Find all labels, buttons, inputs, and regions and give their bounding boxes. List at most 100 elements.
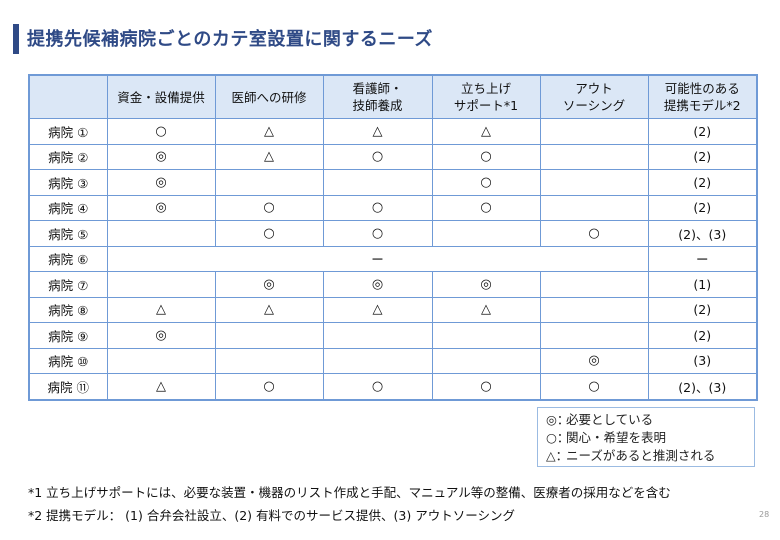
partnership-model-cell: (2) <box>647 143 758 170</box>
partnership-model-cell: (2) <box>647 118 758 145</box>
need-level-cell: ◎ <box>106 143 216 170</box>
need-level-cell <box>106 220 216 247</box>
hospital-name-cell: 病院 ④ <box>28 194 108 221</box>
need-level-cell: ○ <box>322 220 433 247</box>
legend-symbol: ◎： <box>546 412 570 427</box>
need-level-cell <box>431 322 541 349</box>
legend-symbol: ○： <box>546 430 570 445</box>
table-row: 病院 ⑩ ◎ (3) <box>28 347 758 374</box>
header-corner-cell <box>28 74 108 119</box>
need-level-cell: ○ <box>106 118 216 145</box>
merged-need-cell: ー <box>106 245 649 272</box>
table-row: 病院 ④ ◎ ○ ○ ○ (2) <box>28 194 758 221</box>
column-header: 資金・設備提供 <box>106 74 216 119</box>
column-header: 看護師・ 技師養成 <box>322 74 433 119</box>
need-level-cell <box>214 322 324 349</box>
hospital-name-cell: 病院 ⑩ <box>28 347 108 374</box>
footnote-partnership-model: *2 提携モデル： (1) 合弁会社設立、(2) 有料でのサービス提供、(3) … <box>28 508 515 523</box>
header-line: アウト <box>575 81 613 96</box>
page-number: 28 <box>759 510 770 519</box>
need-level-cell <box>539 143 649 170</box>
need-level-cell: ○ <box>539 373 649 400</box>
need-level-cell: ○ <box>322 194 433 221</box>
need-level-cell: △ <box>322 118 433 145</box>
need-level-cell: △ <box>106 373 216 400</box>
header-line: 資金・設備提供 <box>117 89 205 105</box>
header-line: 提携モデル*2 <box>663 98 741 113</box>
hospital-name-cell: 病院 ⑪ <box>28 373 108 400</box>
need-level-cell: △ <box>214 143 324 170</box>
need-level-cell: △ <box>214 296 324 323</box>
table-row: 病院 ⑧ △ △ △ △ (2) <box>28 296 758 323</box>
table-body: 病院 ① ○ △ △ △ (2) 病院 ② ◎ △ ○ ○ (2) 病院 ③ ◎ ○ (2) 病院 ④ ◎ ○ ○ ○(… <box>28 118 758 400</box>
need-level-cell: ◎ <box>106 322 216 349</box>
need-level-cell: △ <box>322 296 433 323</box>
need-level-cell: ○ <box>431 169 541 196</box>
need-level-cell <box>106 271 216 298</box>
partnership-model-cell: (3) <box>647 347 758 374</box>
need-level-cell <box>322 322 433 349</box>
table-header-row: 資金・設備提供 医師への研修 看護師・ 技師養成 立ち上げサポート*1 アウト ソーシング可… <box>28 74 758 119</box>
need-level-cell <box>539 271 649 298</box>
hospital-name-cell: 病院 ① <box>28 118 108 145</box>
table-row: 病院 ⑪ △ ○ ○ ○ ○ (2)、(3) <box>28 373 758 400</box>
hospital-name-cell: 病院 ⑨ <box>28 322 108 349</box>
hospital-name-cell: 病院 ⑦ <box>28 271 108 298</box>
hospital-name-cell: 病院 ⑤ <box>28 220 108 247</box>
title-accent-bar <box>13 24 19 54</box>
need-level-cell <box>431 220 541 247</box>
need-level-cell: ◎ <box>214 271 324 298</box>
legend-text: 関心・希望を表明 <box>565 430 666 445</box>
need-level-cell: ○ <box>322 143 433 170</box>
need-level-cell <box>214 347 324 374</box>
legend-item: △： ニーズがあると推測される <box>546 447 746 465</box>
legend-item: ◎： 必要としている <box>546 411 746 429</box>
need-level-cell <box>106 347 216 374</box>
need-level-cell <box>214 169 324 196</box>
hospital-name-cell: 病院 ③ <box>28 169 108 196</box>
need-level-cell <box>539 169 649 196</box>
table-row: 病院 ③ ◎ ○ (2) <box>28 169 758 196</box>
need-level-cell: ◎ <box>322 271 433 298</box>
table-row: 病院 ① ○ △ △ △ (2) <box>28 118 758 145</box>
need-level-cell: △ <box>106 296 216 323</box>
header-line: 立ち上げ <box>460 81 511 96</box>
need-level-cell <box>539 322 649 349</box>
need-level-cell <box>539 194 649 221</box>
header-line: 可能性のある <box>664 81 740 96</box>
need-level-cell <box>539 296 649 323</box>
column-header: 可能性のある 提携モデル*2 <box>647 74 758 119</box>
table-row: 病院 ⑦ ◎ ◎ ◎ (1) <box>28 271 758 298</box>
partnership-model-cell: ー <box>647 245 758 272</box>
need-level-cell: ○ <box>539 220 649 247</box>
need-level-cell: △ <box>431 118 541 145</box>
header-line: 医師への研修 <box>231 89 307 105</box>
partnership-model-cell: (2) <box>647 169 758 196</box>
need-level-cell: △ <box>214 118 324 145</box>
need-level-cell <box>431 347 541 374</box>
symbol-legend: ◎： 必要としている ○： 関心・希望を表明 △： ニーズがあると推測される <box>537 407 755 467</box>
need-level-cell: ○ <box>214 194 324 221</box>
partnership-model-cell: (2) <box>647 296 758 323</box>
legend-item: ○： 関心・希望を表明 <box>546 429 746 447</box>
needs-table: 資金・設備提供 医師への研修 看護師・ 技師養成 立ち上げサポート*1 アウト ソーシング可… <box>28 74 758 401</box>
need-level-cell: ○ <box>431 143 541 170</box>
legend-symbol: △： <box>546 448 569 463</box>
table-row: 病院 ⑤ ○ ○ ○ (2)、(3) <box>28 220 758 247</box>
partnership-model-cell: (1) <box>647 271 758 298</box>
footnote-startup-support: *1 立ち上げサポートには、必要な装置・機器のリスト作成と手配、マニュアル等の整… <box>28 485 671 500</box>
hospital-name-cell: 病院 ⑥ <box>28 245 108 272</box>
need-level-cell: ○ <box>322 373 433 400</box>
table-row: 病院 ② ◎ △ ○ ○ (2) <box>28 143 758 170</box>
need-level-cell <box>322 169 433 196</box>
legend-text: 必要としている <box>565 412 654 427</box>
header-line: サポート*1 <box>453 98 519 113</box>
partnership-model-cell: (2)、(3) <box>647 373 758 400</box>
column-header: アウト ソーシング <box>539 74 649 119</box>
partnership-model-cell: (2) <box>647 322 758 349</box>
partnership-model-cell: (2)、(3) <box>647 220 758 247</box>
header-line: 技師養成 <box>352 98 403 113</box>
need-level-cell: △ <box>431 296 541 323</box>
partnership-model-cell: (2) <box>647 194 758 221</box>
